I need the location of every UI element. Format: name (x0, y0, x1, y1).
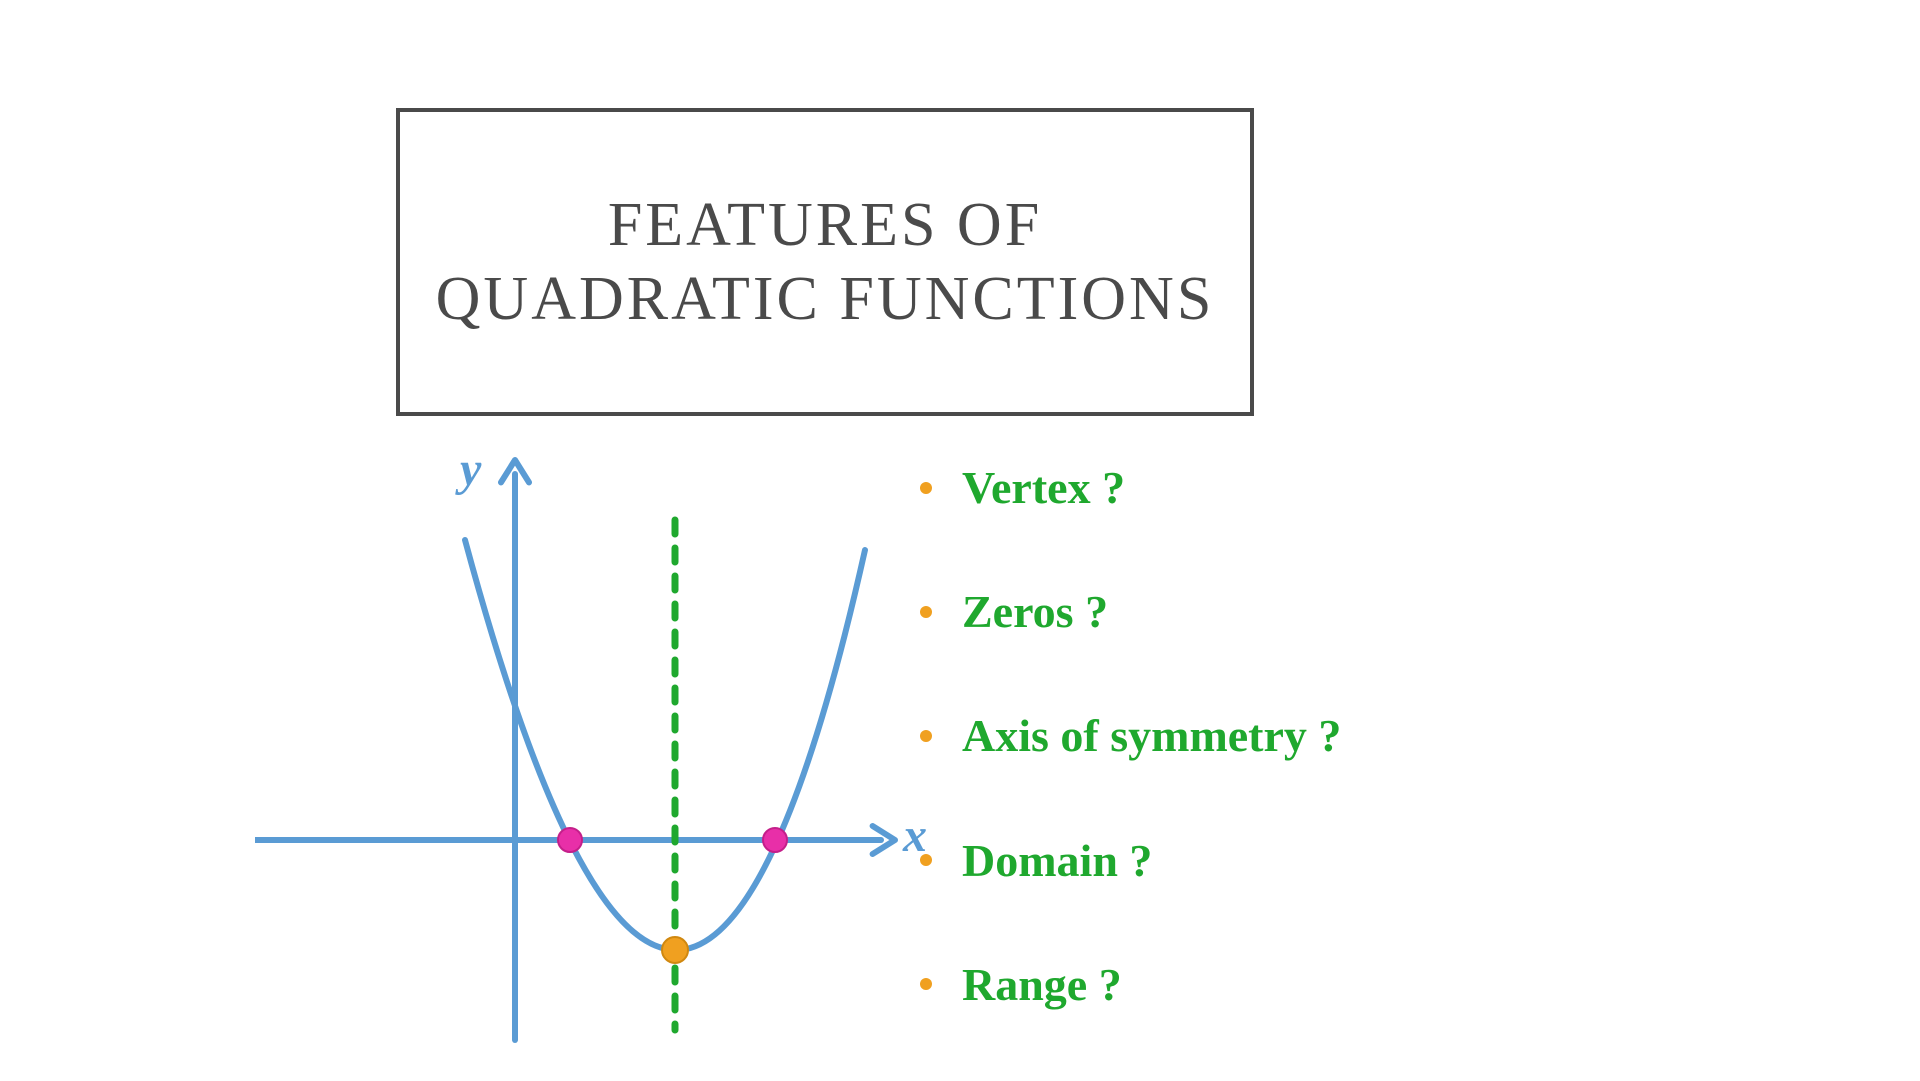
feature-label: Vertex ? (962, 461, 1125, 514)
feature-item: Vertex ? (920, 460, 1341, 515)
feature-label: Axis of symmetry ? (962, 709, 1341, 762)
feature-item: Zeros ? (920, 584, 1341, 639)
bullet-icon (920, 854, 932, 866)
bullet-icon (920, 730, 932, 742)
title-line-2: Quadratic Functions (436, 262, 1215, 336)
y-axis-label: y (460, 442, 481, 497)
quadratic-graph: y x (255, 440, 975, 1060)
title-line-1: Features Of (608, 188, 1042, 262)
feature-label: Range ? (962, 958, 1122, 1011)
zero-point-1 (558, 828, 582, 852)
feature-item: Axis of symmetry ? (920, 708, 1341, 763)
feature-item: Range ? (920, 957, 1341, 1012)
bullet-icon (920, 482, 932, 494)
title-box: Features Of Quadratic Functions (396, 108, 1254, 416)
feature-label: Domain ? (962, 834, 1152, 887)
bullet-icon (920, 978, 932, 990)
feature-label: Zeros ? (962, 585, 1108, 638)
vertex-point (662, 937, 688, 963)
parabola-curve (465, 540, 865, 950)
zero-point-2 (763, 828, 787, 852)
feature-item: Domain ? (920, 833, 1341, 888)
bullet-icon (920, 606, 932, 618)
graph-svg (255, 440, 975, 1060)
feature-list: Vertex ? Zeros ? Axis of symmetry ? Domain … (920, 460, 1341, 1081)
